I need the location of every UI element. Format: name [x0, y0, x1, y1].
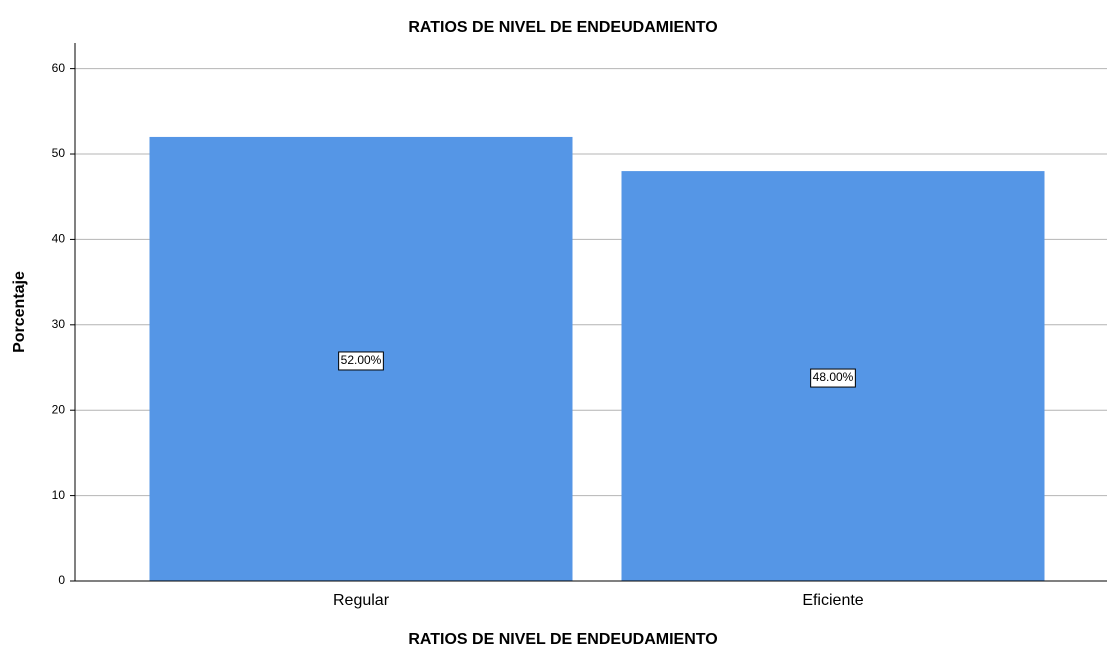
y-tick-label: 50 — [52, 146, 66, 160]
y-axis-label: Porcentaje — [11, 271, 28, 353]
value-label: 48.00% — [813, 370, 854, 384]
x-axis-label: RATIOS DE NIVEL DE ENDEUDAMIENTO — [408, 631, 717, 648]
x-tick-label: Eficiente — [802, 592, 863, 609]
y-tick-label: 20 — [52, 402, 66, 416]
y-tick-label: 30 — [52, 317, 66, 331]
y-tick-label: 0 — [58, 573, 65, 587]
y-tick-label: 40 — [52, 232, 66, 246]
value-label: 52.00% — [341, 353, 382, 367]
value-label-box — [810, 368, 856, 388]
x-tick-label: Regular — [333, 592, 390, 609]
value-label-box — [338, 351, 384, 371]
y-tick-label: 10 — [52, 488, 66, 502]
y-tick-label: 60 — [52, 61, 66, 75]
chart-title: RATIOS DE NIVEL DE ENDEUDAMIENTO — [408, 19, 717, 36]
